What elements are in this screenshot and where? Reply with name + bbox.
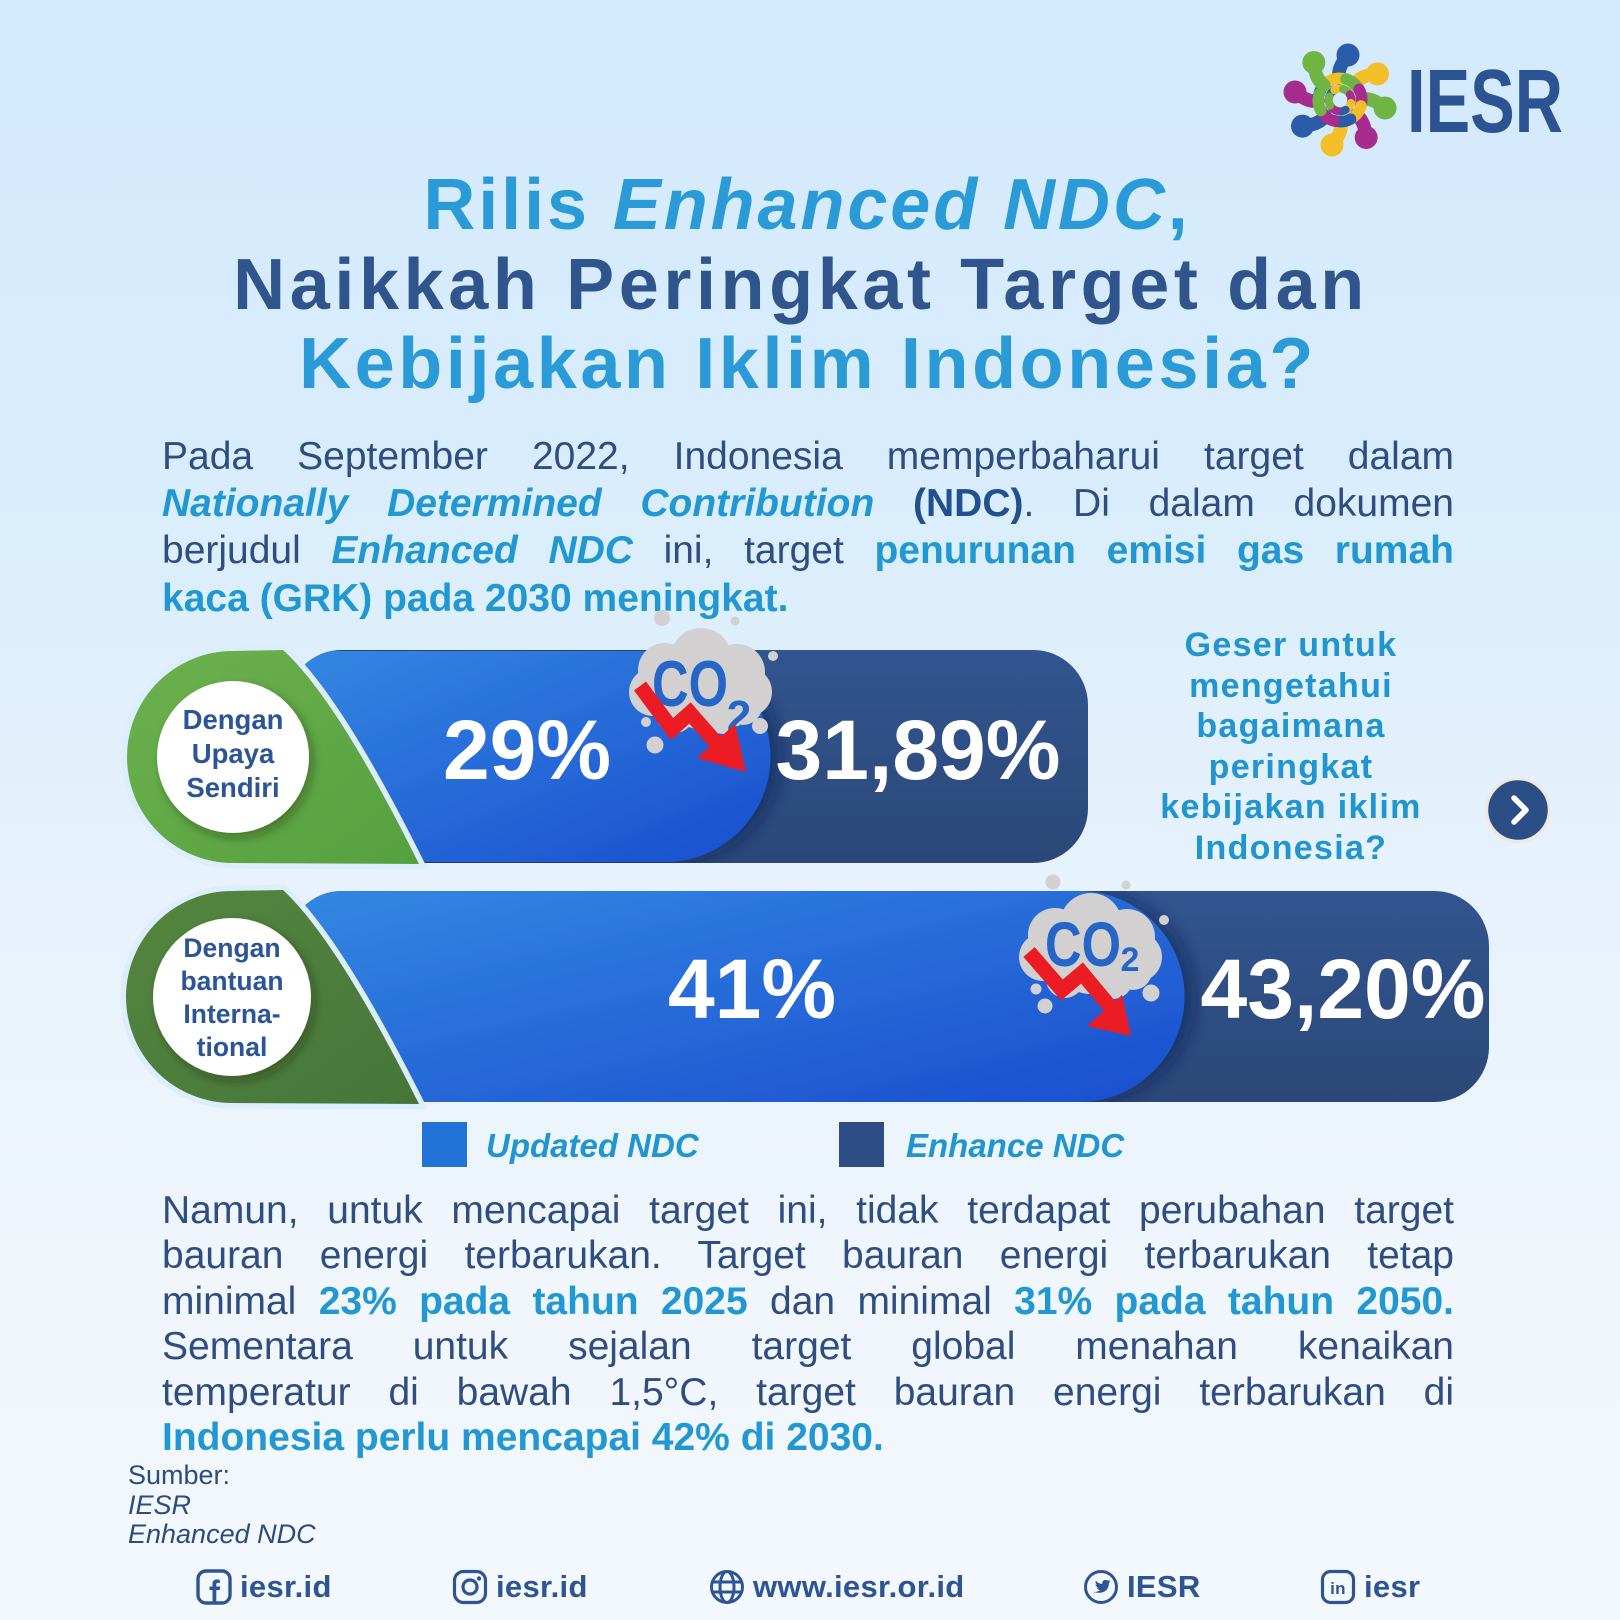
svg-text:41%: 41% (668, 942, 836, 1036)
svg-text:tional: tional (197, 1032, 268, 1062)
svg-text:Interna-: Interna- (183, 999, 280, 1029)
svg-text:Sendiri: Sendiri (186, 772, 279, 803)
svg-text:31,89%: 31,89% (776, 703, 1061, 797)
svg-text:bantuan: bantuan (180, 966, 283, 996)
svg-text:Upaya: Upaya (192, 738, 275, 769)
svg-text:43,20%: 43,20% (1201, 942, 1486, 1036)
svg-text:Dengan: Dengan (183, 933, 280, 963)
svg-text:IESR: IESR (1407, 52, 1563, 152)
svg-text:Enhance NDC: Enhance NDC (906, 1127, 1125, 1164)
svg-text:2: 2 (1121, 941, 1140, 979)
svg-text:Updated NDC: Updated NDC (486, 1127, 700, 1164)
svg-text:in: in (1330, 1579, 1346, 1598)
svg-text:29%: 29% (443, 703, 611, 797)
svg-text:Dengan: Dengan (183, 704, 284, 735)
